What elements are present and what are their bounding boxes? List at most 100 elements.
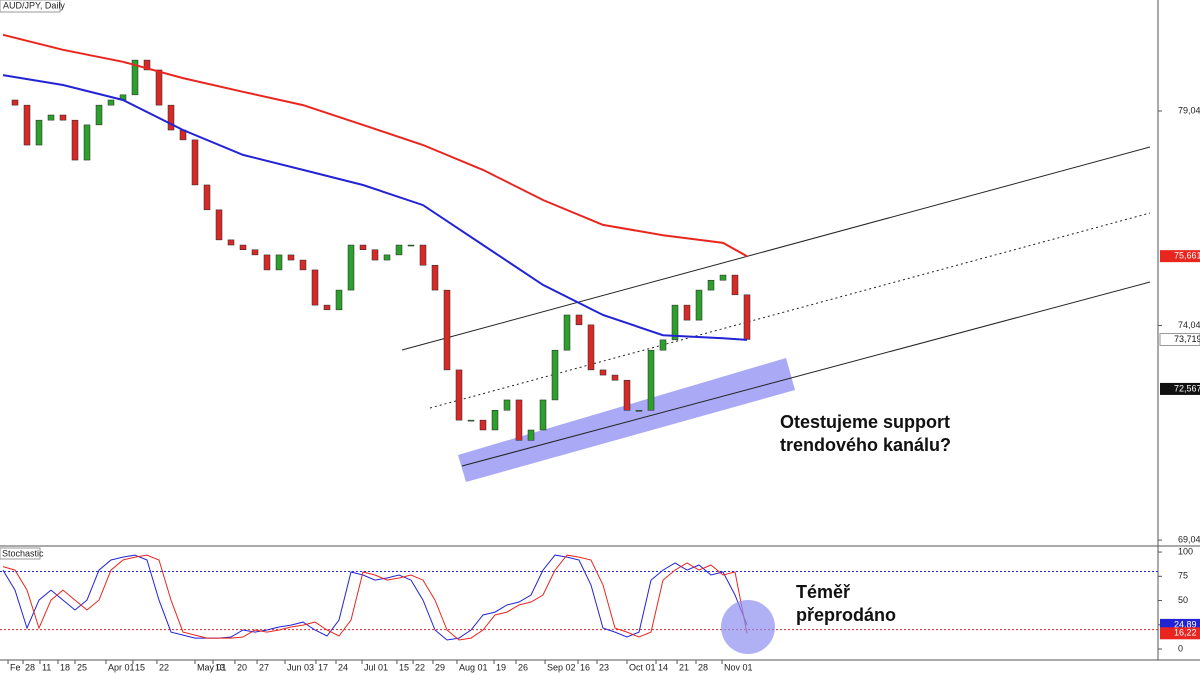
candle (23, 104, 31, 146)
candle (311, 269, 319, 306)
candle (59, 114, 67, 121)
price-tag (1159, 332, 1200, 346)
candle (575, 314, 583, 326)
candle (431, 264, 439, 291)
candle (275, 254, 283, 271)
candle (671, 304, 679, 341)
candle (407, 244, 415, 247)
candle (299, 259, 307, 271)
candle (383, 254, 391, 261)
candle (515, 399, 523, 441)
stochastic-line (2, 554, 748, 641)
candle (419, 244, 427, 266)
x-tick-label: 27 (259, 662, 269, 672)
x-tick-label: 21 (679, 662, 689, 672)
x-tick-label: Aug 01 (459, 662, 488, 672)
y-tick-label: 0 (1178, 643, 1183, 653)
candle (683, 304, 691, 321)
candle (335, 289, 343, 311)
channel-middle (429, 212, 1151, 409)
x-tick-label: 15 (399, 662, 409, 672)
candle (743, 294, 751, 340)
x-tick-label: 11 (42, 662, 51, 672)
candle (707, 279, 715, 291)
y-tick-label: 50 (1178, 595, 1188, 605)
candle (539, 399, 547, 431)
x-tick-label: Jul 01 (364, 662, 388, 672)
candle (203, 184, 211, 211)
candle (167, 104, 175, 131)
price-tag (1160, 382, 1200, 395)
candle (479, 419, 487, 431)
x-tick-label: Fe (10, 662, 21, 672)
candle (215, 209, 223, 241)
y-tick-label: 69,044 (1178, 534, 1200, 544)
moving-average (2, 33, 748, 258)
annotation: Otestujeme support (780, 412, 950, 432)
x-tick-label: 22 (415, 662, 425, 672)
candle (635, 410, 643, 412)
candle (467, 419, 475, 422)
x-tick-label: 17 (318, 662, 328, 672)
x-tick-label: 26 (518, 662, 528, 672)
x-tick-label: 14 (658, 662, 668, 672)
chart-title: AUD/JPY, Daily (3, 0, 65, 10)
x-tick-label: Nov 01 (724, 662, 753, 672)
candle (371, 249, 379, 261)
y-tick-label: 75 (1178, 571, 1188, 581)
candle (239, 244, 247, 251)
candle (395, 244, 403, 256)
candle (443, 289, 451, 371)
support-zone (458, 358, 795, 482)
candle (143, 59, 151, 71)
price-tag-label: 16,22 (1174, 628, 1197, 638)
candle (263, 254, 271, 271)
x-tick-label: Sep 02 (547, 662, 576, 672)
price-tag (1160, 627, 1200, 640)
decor (401, 146, 1151, 482)
candle (719, 274, 727, 281)
candle (503, 399, 511, 411)
indicator-title: Stochastic (2, 548, 44, 558)
candle (47, 114, 55, 121)
candle (287, 254, 295, 261)
x-tick-label: 16 (580, 662, 590, 672)
candle (323, 304, 331, 311)
candle (35, 119, 43, 146)
candle (659, 339, 667, 351)
candle (347, 244, 355, 291)
candle (455, 369, 463, 421)
candle (563, 314, 571, 351)
candle (359, 244, 367, 251)
candle (527, 429, 535, 441)
candle (491, 410, 499, 431)
candle (11, 99, 19, 106)
x-tick-label: 19 (496, 662, 506, 672)
candle (95, 104, 103, 126)
x-tick-label: 29 (435, 662, 445, 672)
stochastic-line (2, 554, 748, 641)
x-tick-label: 28 (25, 662, 35, 672)
price-tag-label: 24,89 (1174, 619, 1197, 629)
price-tag (1160, 250, 1200, 263)
candle (83, 124, 91, 161)
candle (107, 99, 115, 106)
x-tick-label: Apr 01 (108, 662, 135, 672)
x-tick-label: 25 (77, 662, 87, 672)
candle (599, 369, 607, 376)
price-tag-label: 72,567 (1174, 383, 1200, 393)
candle (551, 349, 559, 401)
moving-average (2, 74, 748, 341)
x-tick-label: 13 (215, 662, 225, 672)
candle (251, 249, 259, 256)
y-tick-label: 79,044 (1178, 105, 1200, 115)
candle (731, 274, 739, 296)
indicator-title-box (0, 547, 41, 560)
title-box (0, 0, 61, 13)
candle (623, 379, 631, 411)
candle (191, 139, 199, 186)
candle (71, 119, 79, 161)
x-tick-label: May 01 (197, 662, 227, 672)
